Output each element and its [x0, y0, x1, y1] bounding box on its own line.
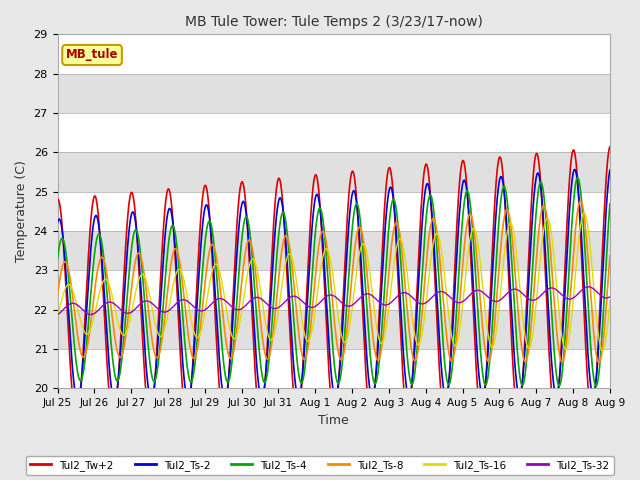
Tul2_Ts-16: [208, 271, 216, 277]
Tul2_Ts-4: [208, 224, 216, 229]
Tul2_Ts-2: [54, 220, 61, 226]
Tul2_Ts-8: [577, 198, 584, 204]
Tul2_Tw+2: [208, 248, 216, 253]
Tul2_Ts-8: [573, 218, 580, 224]
Bar: [58, 310, 610, 349]
Tul2_Tw+2: [495, 158, 502, 164]
Tul2_Ts-4: [592, 384, 600, 389]
Tul2_Tw+2: [54, 197, 61, 203]
Tul2_Ts-32: [606, 294, 614, 300]
Tul2_Ts-4: [574, 175, 582, 180]
Tul2_Ts-2: [557, 353, 565, 359]
Title: MB Tule Tower: Tule Temps 2 (3/23/17-now): MB Tule Tower: Tule Temps 2 (3/23/17-now…: [185, 15, 483, 29]
Tul2_Tw+2: [72, 417, 80, 422]
Tul2_Ts-2: [571, 167, 579, 172]
Tul2_Ts-8: [208, 242, 216, 248]
Text: MB_tule: MB_tule: [66, 48, 118, 61]
Tul2_Ts-8: [595, 360, 603, 365]
Line: Tul2_Ts-32: Tul2_Ts-32: [58, 287, 610, 314]
Tul2_Tw+2: [606, 144, 614, 150]
Tul2_Ts-32: [54, 312, 61, 317]
Tul2_Ts-4: [557, 378, 565, 384]
Tul2_Ts-2: [74, 397, 81, 403]
Line: Tul2_Ts-16: Tul2_Ts-16: [58, 213, 610, 351]
Tul2_Ts-2: [208, 240, 216, 245]
Tul2_Ts-8: [494, 278, 502, 284]
Bar: [58, 349, 610, 388]
Tul2_Ts-32: [208, 301, 216, 307]
Tul2_Ts-2: [362, 339, 370, 345]
Line: Tul2_Tw+2: Tul2_Tw+2: [58, 147, 610, 420]
Tul2_Ts-32: [584, 284, 592, 289]
Tul2_Ts-4: [573, 177, 580, 183]
Tul2_Ts-2: [495, 185, 502, 191]
Tul2_Ts-4: [54, 256, 61, 262]
Tul2_Ts-4: [362, 286, 369, 292]
Tul2_Ts-4: [606, 201, 614, 207]
Tul2_Tw+2: [573, 166, 580, 171]
Tul2_Ts-4: [494, 229, 502, 235]
Tul2_Ts-16: [362, 245, 369, 251]
Tul2_Ts-16: [494, 314, 502, 320]
Tul2_Ts-16: [580, 210, 588, 216]
Line: Tul2_Ts-2: Tul2_Ts-2: [58, 169, 610, 400]
Tul2_Ts-32: [557, 291, 565, 297]
Tul2_Tw+2: [362, 369, 370, 375]
Tul2_Ts-4: [349, 214, 357, 219]
Line: Tul2_Ts-8: Tul2_Ts-8: [58, 201, 610, 362]
Tul2_Ts-16: [54, 314, 61, 320]
Bar: [58, 152, 610, 192]
Tul2_Ts-16: [598, 348, 606, 354]
Tul2_Ts-32: [573, 293, 580, 299]
Tul2_Ts-8: [54, 293, 61, 299]
Line: Tul2_Ts-4: Tul2_Ts-4: [58, 178, 610, 386]
Bar: [58, 231, 610, 270]
Tul2_Ts-16: [349, 294, 357, 300]
Tul2_Ts-32: [349, 301, 357, 307]
Tul2_Ts-32: [494, 298, 502, 304]
Tul2_Ts-8: [557, 358, 565, 364]
Bar: [58, 113, 610, 152]
Tul2_Ts-32: [362, 291, 369, 297]
Tul2_Ts-2: [573, 174, 580, 180]
Tul2_Ts-8: [362, 255, 369, 261]
Bar: [58, 35, 610, 73]
Legend: Tul2_Tw+2, Tul2_Ts-2, Tul2_Ts-4, Tul2_Ts-8, Tul2_Ts-16, Tul2_Ts-32: Tul2_Tw+2, Tul2_Ts-2, Tul2_Ts-4, Tul2_Ts…: [26, 456, 614, 475]
Tul2_Ts-16: [557, 327, 565, 333]
Bar: [58, 192, 610, 231]
Tul2_Ts-8: [349, 257, 357, 263]
Tul2_Ts-16: [606, 298, 614, 304]
Tul2_Tw+2: [350, 171, 358, 177]
X-axis label: Time: Time: [318, 414, 349, 427]
Y-axis label: Temperature (C): Temperature (C): [15, 160, 28, 262]
Tul2_Ts-2: [350, 188, 358, 193]
Bar: [58, 270, 610, 310]
Bar: [58, 73, 610, 113]
Tul2_Ts-2: [606, 168, 614, 173]
Tul2_Tw+2: [557, 344, 565, 350]
Tul2_Ts-8: [606, 253, 614, 259]
Tul2_Ts-16: [573, 261, 580, 267]
